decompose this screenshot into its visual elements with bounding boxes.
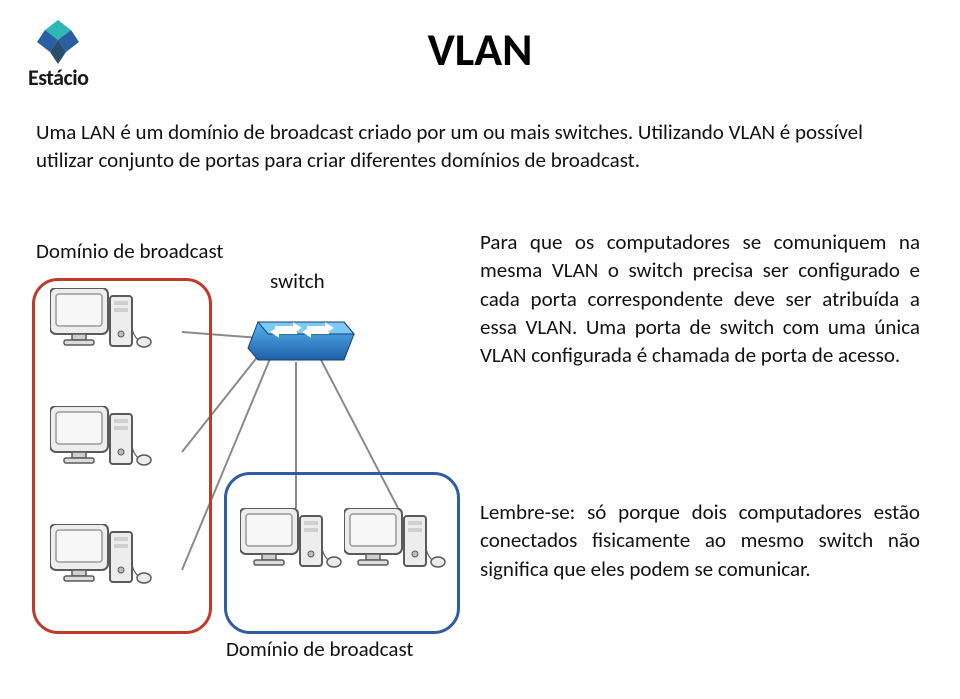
computer-icon <box>240 508 344 575</box>
paragraph-2: Lembre-se: só porque dois computadores e… <box>480 498 920 583</box>
computer-icon <box>50 288 154 355</box>
domain-label-top: Domínio de broadcast <box>36 238 223 264</box>
intro-paragraph: Uma LAN é um domínio de broadcast criado… <box>36 118 920 175</box>
computer-icon <box>50 406 154 473</box>
logo-text: Estácio <box>28 64 88 91</box>
logo-diamond-icon <box>29 18 87 66</box>
brand-logo: Estácio <box>28 18 88 91</box>
network-diagram <box>32 272 462 632</box>
computer-icon <box>50 524 154 591</box>
domain-label-bottom: Domínio de broadcast <box>226 636 413 662</box>
paragraph-1: Para que os computadores se comuniquem n… <box>480 228 920 370</box>
page-title: VLAN <box>428 22 533 78</box>
computer-icon <box>344 508 448 575</box>
switch-icon <box>246 312 356 373</box>
